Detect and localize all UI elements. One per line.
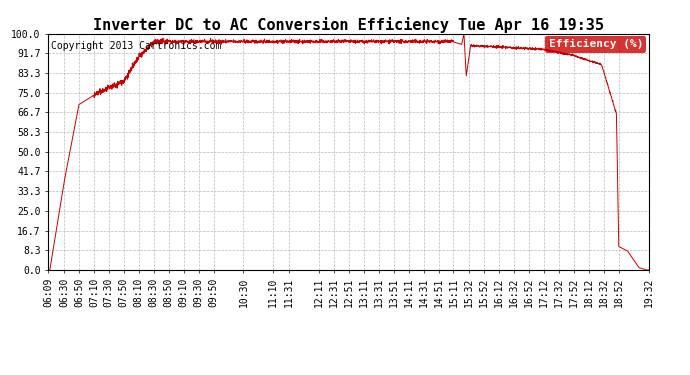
Text: Copyright 2013 Cartronics.com: Copyright 2013 Cartronics.com [51, 41, 221, 51]
Title: Inverter DC to AC Conversion Efficiency Tue Apr 16 19:35: Inverter DC to AC Conversion Efficiency … [93, 16, 604, 33]
Legend: Efficiency (%): Efficiency (%) [545, 36, 647, 52]
